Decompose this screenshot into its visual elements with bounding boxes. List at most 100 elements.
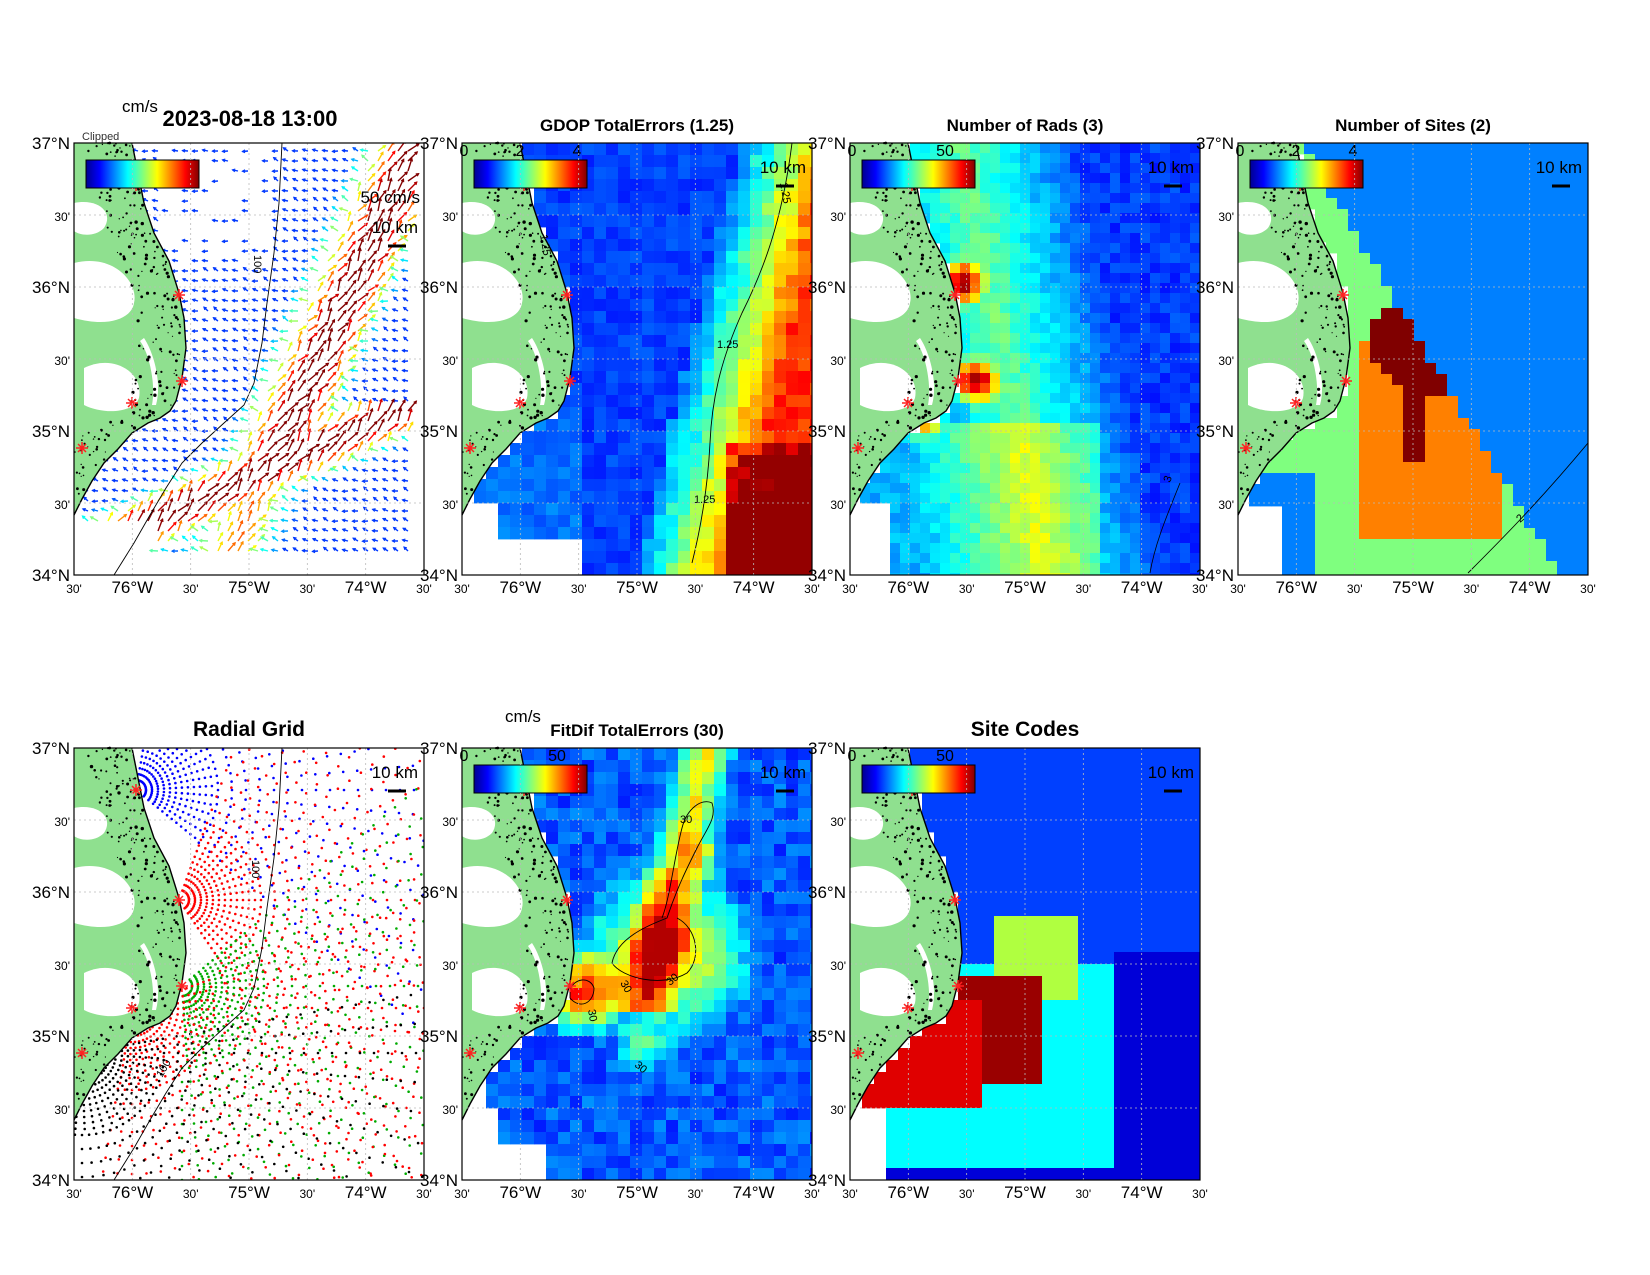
current-vector-head <box>292 354 297 358</box>
field-cell <box>1150 183 1161 194</box>
field-cell <box>1050 353 1061 364</box>
figure-timestamp: 2023-08-18 13:00 <box>163 106 338 131</box>
field-cell <box>630 515 643 528</box>
field-cell <box>654 179 667 192</box>
field-cell <box>606 371 619 384</box>
current-vector-head <box>291 518 296 522</box>
current-vector-head <box>311 549 316 554</box>
field-cell <box>690 515 703 528</box>
field-cell <box>1090 543 1101 554</box>
current-vector <box>341 385 349 392</box>
current-vector-head <box>152 467 157 471</box>
current-vector <box>230 438 239 442</box>
shore-speckle <box>134 382 137 385</box>
current-vector-head <box>368 207 373 212</box>
field-cell <box>1040 303 1051 314</box>
current-vector-head <box>394 201 399 205</box>
field-cell <box>546 491 559 504</box>
shore-speckle <box>488 191 491 194</box>
shore-speckle <box>134 378 138 382</box>
field-cell <box>1140 473 1151 484</box>
shore-speckle <box>82 488 86 492</box>
field-cell <box>726 515 739 528</box>
field-cell <box>950 193 961 204</box>
shore-speckle <box>894 218 896 220</box>
field-cell <box>1050 243 1061 254</box>
field-cell <box>810 287 812 300</box>
field-cell <box>1010 443 1021 454</box>
current-vector-head <box>351 418 356 423</box>
field-cell <box>1090 383 1101 394</box>
field-cell <box>786 299 799 312</box>
field-cell <box>1170 283 1181 294</box>
current-vector-head <box>400 178 405 183</box>
field-cell <box>1110 413 1121 424</box>
field-cell <box>678 467 691 480</box>
shore-speckle <box>885 151 888 153</box>
shore-speckle <box>156 245 159 249</box>
field-cell <box>570 407 583 420</box>
shore-speckle <box>100 191 103 194</box>
field-cell <box>930 563 941 574</box>
current-vector-head <box>372 496 377 501</box>
field-cell <box>1170 343 1181 354</box>
field-cell <box>1170 493 1181 504</box>
shore-speckle <box>510 255 514 258</box>
shore-speckle <box>517 145 519 147</box>
field-cell <box>990 573 1001 575</box>
current-vector-head <box>329 467 334 471</box>
shore-speckle <box>932 304 935 308</box>
shore-speckle <box>949 372 951 375</box>
field-cell <box>1060 543 1071 554</box>
field-cell <box>1110 183 1121 194</box>
field-cell <box>960 523 971 534</box>
field-cell <box>594 191 607 204</box>
current-vector-head <box>339 240 344 245</box>
field-cell <box>970 393 981 404</box>
field-cell <box>786 443 799 456</box>
current-vector-head <box>369 441 373 446</box>
field-cell <box>1160 313 1171 324</box>
current-vector-head <box>228 459 233 464</box>
shore-speckle <box>518 283 522 287</box>
shore-speckle <box>921 291 926 295</box>
field-cell <box>1130 163 1141 174</box>
current-vector <box>247 458 252 472</box>
field-cell <box>666 191 679 204</box>
field-cell <box>1502 143 1514 155</box>
shore-speckle <box>540 240 544 243</box>
field-cell <box>1170 203 1181 214</box>
field-cell <box>774 311 787 324</box>
field-cell <box>618 275 631 288</box>
shore-speckle <box>948 353 951 356</box>
field-cell <box>900 453 911 464</box>
field-cell <box>1000 193 1011 204</box>
shore-speckle <box>555 332 557 334</box>
field-cell <box>1030 503 1041 514</box>
shore-speckle <box>503 151 506 154</box>
current-vector-head <box>357 181 362 186</box>
field-cell <box>1050 423 1061 434</box>
current-vector-head <box>181 388 186 392</box>
lon-tick-label: 74°W <box>1121 578 1163 597</box>
shore-speckle <box>544 324 546 327</box>
shore-speckle <box>82 474 85 477</box>
current-vector-head <box>133 466 137 471</box>
field-cell <box>1100 423 1111 434</box>
field-cell <box>630 299 643 312</box>
field-cell <box>990 433 1001 444</box>
field-cell <box>666 239 679 252</box>
field-cell <box>1050 573 1061 575</box>
shore-speckle <box>155 338 157 341</box>
field-cell <box>654 215 667 228</box>
field-cell <box>738 155 751 168</box>
field-cell <box>810 431 812 444</box>
current-vector-head <box>349 452 354 457</box>
shore-speckle <box>937 254 941 258</box>
shore-speckle <box>117 235 120 238</box>
field-cell <box>1130 183 1141 194</box>
current-vector-head <box>211 298 216 303</box>
field-cell <box>1180 173 1191 184</box>
field-cell <box>1110 533 1121 544</box>
current-vector-head <box>368 447 374 452</box>
